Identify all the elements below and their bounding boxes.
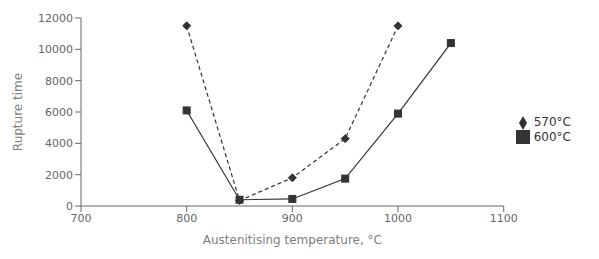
svg-text:6000: 6000 <box>45 106 73 119</box>
svg-text:700: 700 <box>71 212 92 225</box>
html-text:570°C: 570°C <box>533 115 571 129</box>
html-text:600°C: 600°C <box>533 129 571 144</box>
svg-text:10000: 10000 <box>38 43 73 56</box>
svg-text:4000: 4000 <box>45 137 73 150</box>
svg-text:0: 0 <box>66 200 73 213</box>
svg-text:Rupture time: Rupture time <box>11 73 25 151</box>
svg-text:800: 800 <box>176 212 197 225</box>
svg-text:Austenitising temperature, °C: Austenitising temperature, °C <box>203 233 382 247</box>
svg-text:8000: 8000 <box>45 75 73 88</box>
svg-text:2000: 2000 <box>45 169 73 182</box>
svg-text:1100: 1100 <box>490 212 518 225</box>
svg-text:12000: 12000 <box>38 12 73 25</box>
svg-text:1000: 1000 <box>384 212 412 225</box>
svg-text:900: 900 <box>282 212 303 225</box>
